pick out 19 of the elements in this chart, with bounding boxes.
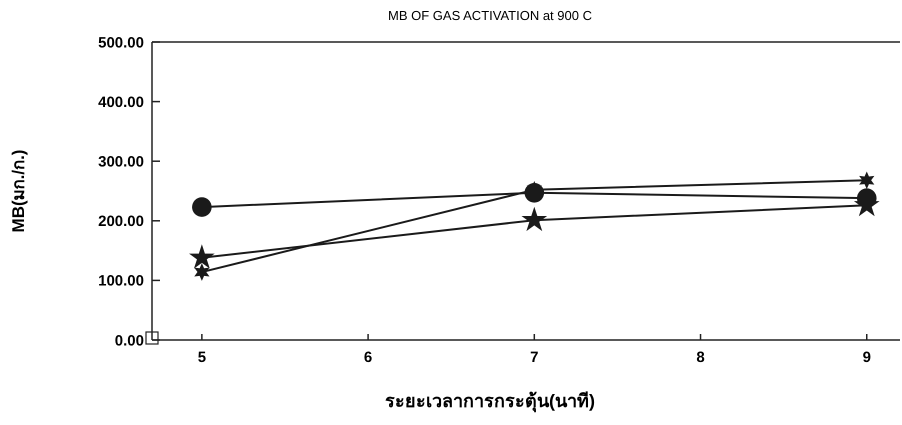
y-tick-label: 500.00 [98,34,144,52]
y-axis-title: MB(มก./ก.) [9,150,28,232]
y-tick-label: 0.00 [114,332,144,350]
y-tick-label: 200.00 [98,213,144,230]
y-tick-label: 100.00 [98,272,144,290]
point [189,244,215,269]
x-tick-label: 5 [198,349,206,366]
x-tick-label: 6 [364,349,372,366]
x-tick-label: 8 [696,349,705,366]
chart-title: MB OF GAS ACTIVATION at 900 C [388,8,592,23]
point [194,263,210,281]
x-tick-label: 9 [862,349,871,366]
x-axis-title: ระยะเวลาการกระตุ้น(นาที) [385,391,595,413]
point [521,206,548,232]
x-tick-label: 7 [530,349,538,366]
point [192,197,212,217]
y-tick-label: 400.00 [98,94,144,111]
point [859,171,874,190]
y-tick-label: 300.00 [98,153,144,170]
